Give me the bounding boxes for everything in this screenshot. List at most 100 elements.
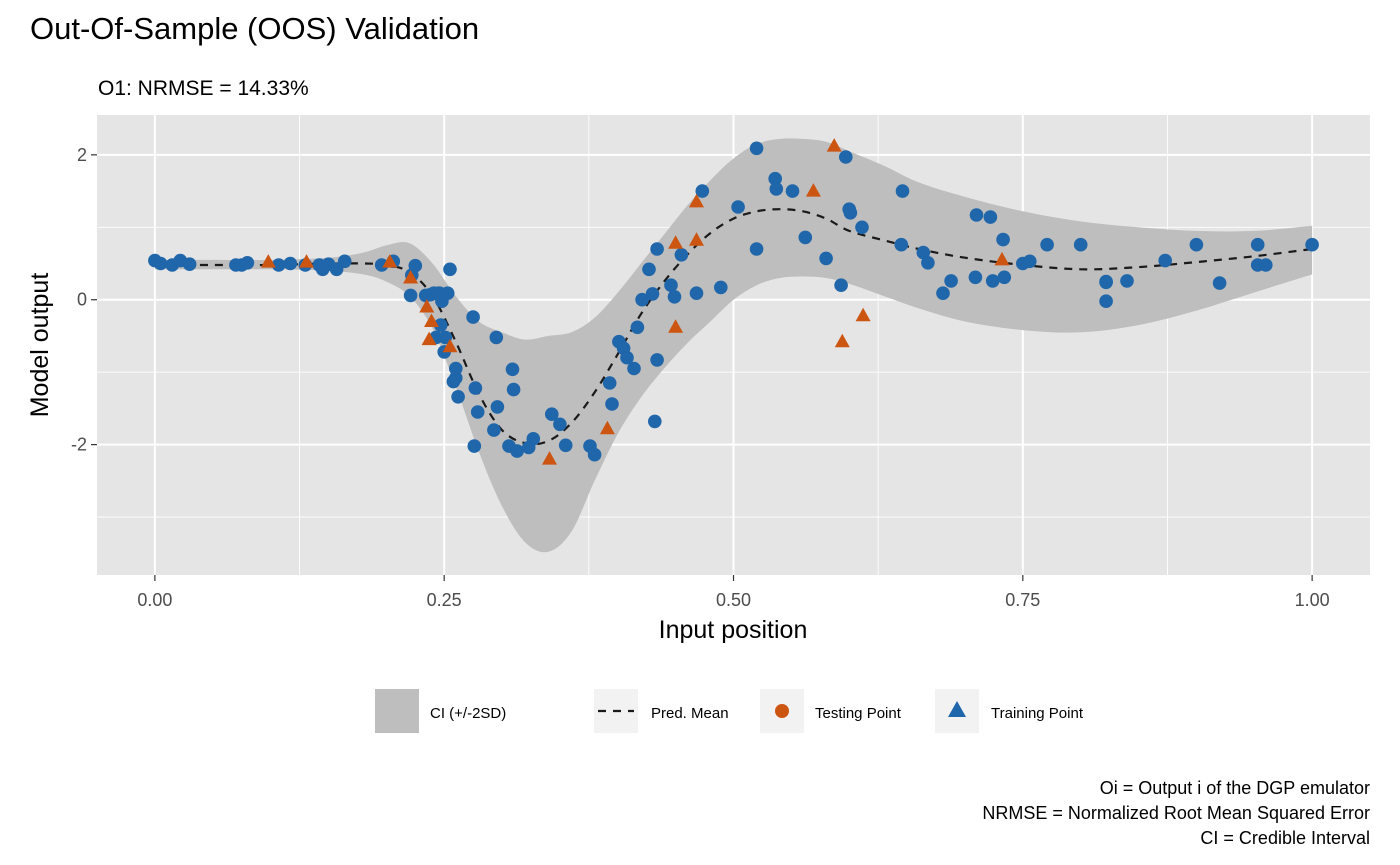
testing-point (1158, 253, 1172, 268)
testing-point (916, 245, 931, 260)
testing-point (449, 371, 463, 385)
testing-point (749, 242, 764, 256)
training-point (424, 313, 439, 327)
testing-point (468, 381, 483, 395)
testing-point (440, 286, 455, 301)
testing-point (490, 400, 505, 414)
testing-point (337, 254, 352, 269)
legend-key-ci (375, 689, 419, 733)
testing-point (768, 171, 782, 186)
training-point (689, 193, 704, 208)
legend-label-training: Training Point (991, 705, 1084, 722)
testing-point (936, 286, 950, 301)
testing-point (526, 432, 541, 446)
testing-point (271, 258, 286, 272)
testing-point (664, 278, 678, 293)
testing-point (408, 258, 423, 273)
testing-point (605, 397, 619, 411)
testing-point (689, 286, 704, 301)
training-point (855, 307, 871, 322)
training-point (668, 235, 684, 249)
training-point (834, 333, 850, 348)
testing-point (985, 274, 1000, 288)
testing-point (182, 257, 197, 272)
testing-point (839, 150, 853, 164)
testing-point (834, 278, 848, 293)
legend: CI (+/-2SD) Pred. Mean Testing Point Tra… (375, 689, 1084, 733)
chart-subtitle: O1: NRMSE = 14.33% (98, 77, 309, 100)
legend-label-mean: Pred. Mean (651, 705, 729, 722)
testing-point (506, 382, 521, 397)
testing-point (470, 405, 485, 419)
testing-point (968, 270, 983, 285)
legend-label-testing: Testing Point (815, 705, 902, 722)
testing-point (785, 184, 800, 198)
testing-point (487, 423, 501, 437)
testing-point (1250, 237, 1265, 252)
testing-point (894, 237, 909, 252)
testing-point (545, 407, 559, 422)
testing-point (1073, 237, 1088, 252)
y-tick-label: 0 (77, 290, 87, 310)
testing-point (1305, 237, 1319, 252)
y-axis-ticks: -2 0 2 (71, 145, 97, 455)
testing-point (153, 256, 168, 271)
training-point (382, 254, 398, 268)
legend-key-training-marker (948, 701, 966, 717)
x-axis-title: Input position (659, 616, 808, 644)
testing-point (403, 288, 418, 303)
training-point (299, 254, 314, 268)
x-tick-label: 0.50 (716, 590, 751, 610)
testing-point (645, 287, 660, 301)
training-point (442, 338, 458, 353)
testing-point (969, 208, 984, 222)
testing-point (602, 376, 617, 390)
caption-line-2: NRMSE = Normalized Root Mean Squared Err… (982, 803, 1370, 823)
testing-point (451, 390, 465, 404)
testing-point (240, 255, 255, 270)
training-points (260, 138, 1010, 465)
legend-item-testing: Testing Point (760, 689, 902, 733)
training-point (403, 270, 419, 284)
testing-point (667, 290, 682, 304)
testing-point (1120, 274, 1134, 288)
testing-point (449, 361, 463, 376)
chart-title: Out-Of-Sample (OOS) Validation (30, 11, 479, 46)
testing-point (635, 292, 649, 307)
testing-point (510, 444, 524, 458)
testing-point (1099, 274, 1113, 289)
testing-point (642, 262, 656, 277)
testing-point (921, 255, 935, 270)
testing-point (433, 318, 448, 332)
testing-point (1099, 294, 1113, 309)
testing-point (620, 350, 634, 365)
testing-point (587, 447, 602, 462)
testing-point (283, 256, 298, 271)
training-point (994, 251, 1010, 266)
testing-point (843, 206, 858, 220)
testing-point (558, 438, 573, 453)
pred-mean-line (154, 208, 1313, 446)
y-tick-label: 2 (77, 145, 87, 165)
testing-point (749, 141, 764, 156)
testing-point (553, 417, 567, 432)
grid-major (97, 115, 1370, 575)
testing-point (1212, 276, 1227, 290)
x-tick-label: 0.75 (1005, 590, 1040, 610)
testing-point (731, 200, 745, 214)
training-point (668, 319, 684, 333)
testing-point (674, 248, 689, 262)
ci-band (154, 138, 1313, 553)
caption-line-3: CI = Credible Interval (1200, 828, 1370, 848)
x-tick-label: 0.25 (427, 590, 462, 610)
legend-item-mean: Pred. Mean (594, 689, 729, 733)
legend-item-ci: CI (+/-2SD) (375, 689, 506, 733)
testing-point (438, 330, 453, 345)
testing-point (627, 361, 641, 376)
testing-point (855, 220, 869, 235)
testing-point (1189, 237, 1204, 252)
testing-point (895, 184, 910, 198)
testing-point (1259, 258, 1273, 272)
testing-point (650, 353, 664, 367)
